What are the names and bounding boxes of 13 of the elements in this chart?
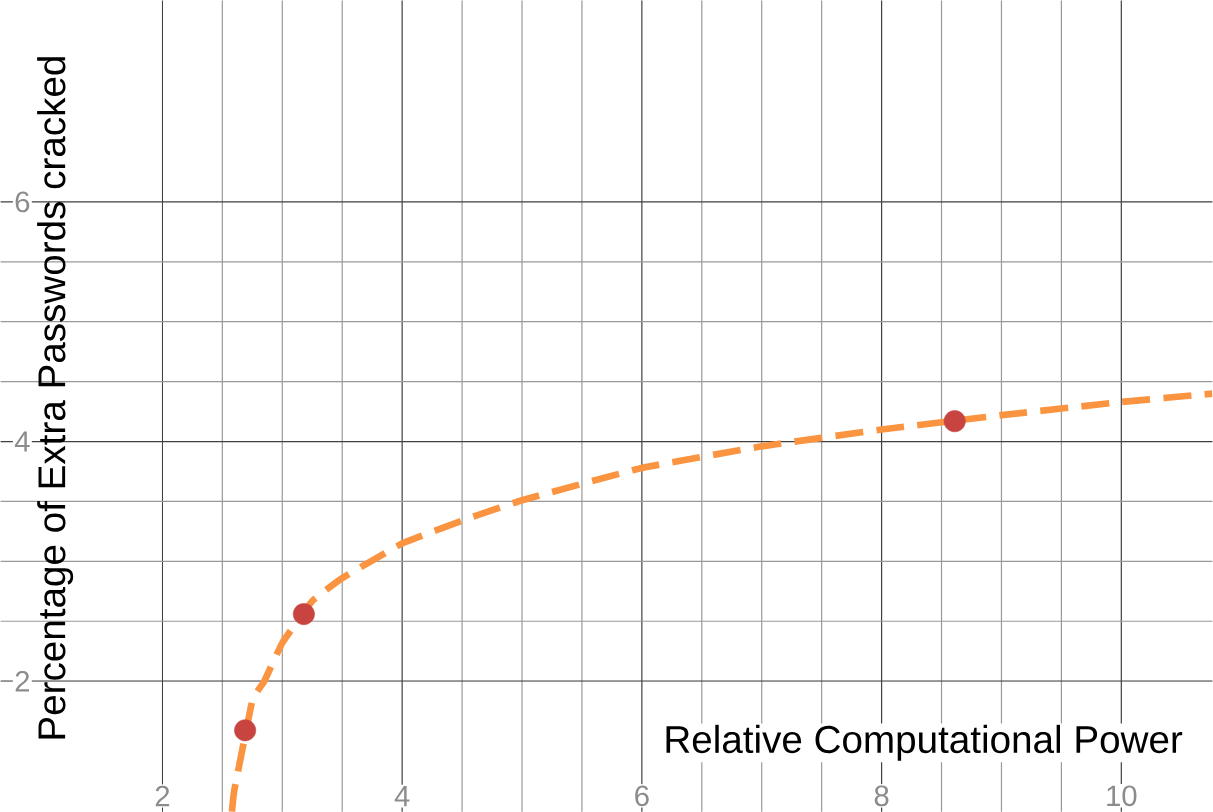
y-tick-label: 4 (14, 431, 30, 452)
x-tick-label: 10 (1107, 785, 1137, 807)
y-tick-label: 6 (15, 191, 30, 213)
x-tick-label: 8 (874, 785, 889, 807)
y-axis-title: Percentage of Extra Passwords cracked (37, 56, 74, 739)
point (292, 602, 315, 625)
x-axis-title: Relative Computational Power (666, 724, 1183, 761)
y-tick-label: 2 (15, 670, 30, 692)
x-tick-label: 4 (394, 785, 410, 807)
x-tick-label: 6 (635, 785, 649, 807)
point (234, 719, 257, 742)
x-tick-label: 2 (155, 785, 170, 807)
point (943, 410, 966, 432)
